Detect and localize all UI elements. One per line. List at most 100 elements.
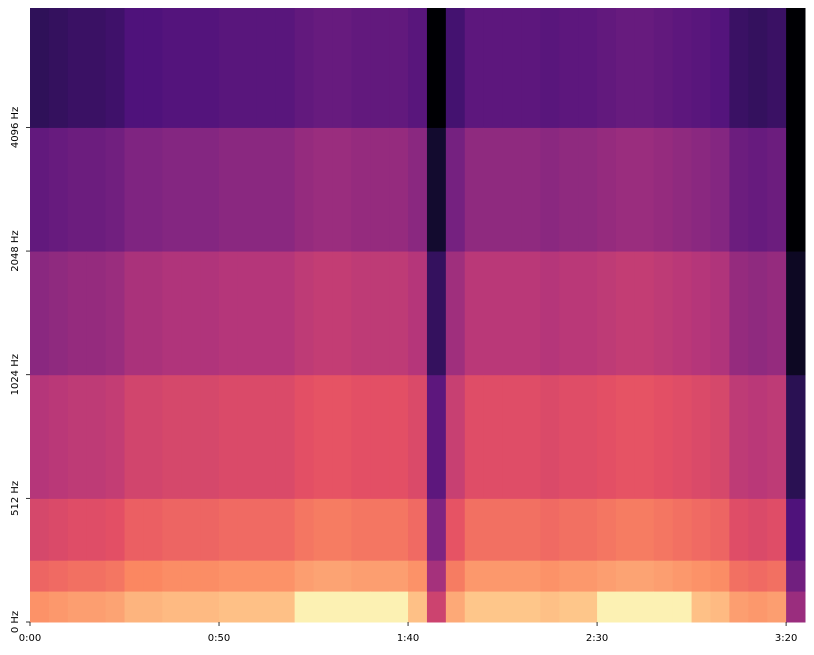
cell: [294, 127, 315, 252]
cell: [540, 498, 560, 561]
cell: [634, 251, 655, 376]
cell: [181, 591, 201, 623]
cell: [389, 374, 409, 499]
cell: [502, 374, 522, 499]
cell: [615, 8, 636, 128]
cell: [615, 374, 636, 499]
cell: [351, 251, 371, 376]
cell: [672, 127, 693, 252]
cell: [294, 374, 315, 499]
cell: [237, 374, 258, 499]
cell: [691, 560, 711, 592]
cell: [729, 498, 749, 561]
cell: [748, 498, 768, 561]
cell: [105, 374, 126, 499]
cell: [370, 127, 390, 252]
cell: [86, 8, 107, 128]
cell: [219, 591, 239, 623]
cell: [48, 251, 69, 376]
cell: [426, 8, 447, 128]
cell: [464, 374, 485, 499]
cell: [67, 591, 88, 623]
cell: [786, 374, 806, 499]
cell: [672, 560, 693, 592]
cell: [748, 560, 768, 592]
cell: [389, 591, 409, 623]
cell: [237, 591, 258, 623]
cell: [219, 560, 239, 592]
cell: [219, 127, 239, 252]
cell: [653, 251, 674, 376]
cell: [408, 560, 428, 592]
cell: [464, 560, 485, 592]
cell: [162, 8, 182, 128]
cell: [597, 251, 617, 376]
cell: [767, 374, 787, 499]
x-tick-label: 0:50: [208, 633, 230, 644]
cell: [748, 8, 768, 128]
cell: [143, 498, 163, 561]
cell: [389, 251, 409, 376]
cell: [30, 251, 50, 376]
cell: [275, 127, 296, 252]
y-tick-label: 1024 Hz: [10, 354, 21, 395]
cell: [143, 251, 163, 376]
cell: [256, 374, 277, 499]
cell: [578, 127, 598, 252]
cell: [502, 8, 522, 128]
cell: [408, 251, 428, 376]
cell: [389, 127, 409, 252]
cell: [143, 591, 163, 623]
cell: [464, 591, 485, 623]
cell: [729, 8, 749, 128]
cell: [332, 127, 352, 252]
cell: [200, 8, 220, 128]
cell: [786, 251, 806, 376]
cell: [48, 8, 69, 128]
cell: [181, 560, 201, 592]
cell: [426, 251, 447, 376]
cell: [275, 8, 296, 128]
cell: [426, 560, 447, 592]
cell: [710, 8, 730, 128]
cell: [332, 498, 352, 561]
cell: [237, 560, 258, 592]
cell: [597, 127, 617, 252]
cell: [691, 498, 711, 561]
cell: [672, 498, 693, 561]
cell: [672, 591, 693, 623]
cell: [48, 498, 69, 561]
cell: [521, 591, 541, 623]
cell: [351, 591, 371, 623]
cell: [729, 251, 749, 376]
cell: [464, 127, 485, 252]
cell: [767, 8, 787, 128]
cell: [748, 374, 768, 499]
cell: [124, 127, 144, 252]
cell: [313, 374, 333, 499]
cell: [162, 251, 182, 376]
cell: [162, 591, 182, 623]
cell: [313, 498, 333, 561]
cell: [389, 8, 409, 128]
cell: [634, 8, 655, 128]
cell: [653, 374, 674, 499]
cell: [634, 127, 655, 252]
cell: [351, 498, 371, 561]
cell: [521, 8, 541, 128]
cell: [483, 560, 504, 592]
cell: [275, 498, 296, 561]
cell: [256, 591, 277, 623]
cell: [559, 127, 579, 252]
cell: [691, 374, 711, 499]
cell: [275, 374, 296, 499]
cell: [521, 251, 541, 376]
cell: [162, 127, 182, 252]
cell: [445, 251, 466, 376]
cell: [30, 127, 50, 252]
cell: [559, 498, 579, 561]
cell: [578, 591, 598, 623]
cell: [105, 127, 126, 252]
cell: [67, 8, 88, 128]
cell: [143, 374, 163, 499]
